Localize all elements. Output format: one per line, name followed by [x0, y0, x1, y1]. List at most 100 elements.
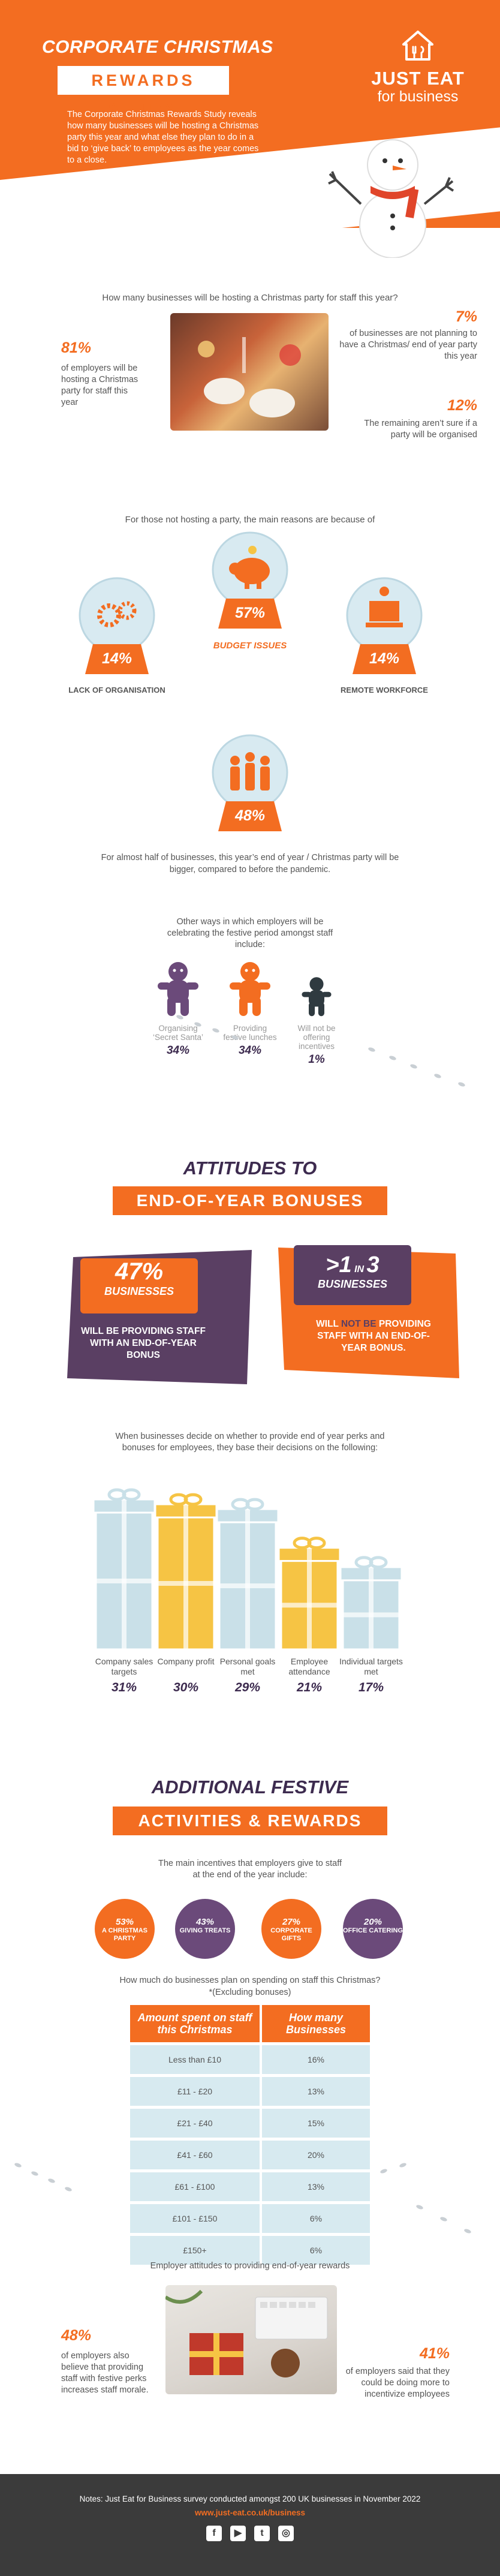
- incentive-pct-1: 53%: [115, 1917, 134, 1927]
- incentive-corporate-gifts: 27% CORPORATE GIFTS: [261, 1899, 321, 1959]
- reasons-question: For those not hosting a party, the main …: [125, 515, 375, 525]
- snowman-icon: [328, 139, 454, 258]
- bonus-right-card: [278, 1245, 459, 1378]
- reason-pct-2: 57%: [234, 605, 266, 621]
- table-header-row: Amount spent on staff this Christmas How…: [130, 2005, 370, 2042]
- footer-note: Notes: Just Eat for Business survey cond…: [79, 2494, 421, 2503]
- pct-cell: 20%: [262, 2141, 370, 2169]
- bonus-left-header: 47% BUSINESSES: [80, 1258, 198, 1298]
- bonus-right-will: WILL: [316, 1319, 339, 1329]
- gingerbread-orange-icon: [230, 962, 270, 1016]
- attitude-right-pct: 41%: [419, 2345, 450, 2362]
- bonuses-ribbon: END-OF-YEAR BONUSES: [113, 1186, 387, 1215]
- reason-label-3: REMOTE WORKFORCE: [341, 686, 428, 695]
- incentive-christmas-party: 53% A CHRISTMAS PARTY: [95, 1899, 155, 1959]
- footer-url[interactable]: www.just-eat.co.uk/business: [194, 2508, 306, 2517]
- pct-cell: 6%: [262, 2236, 370, 2265]
- party-right1-text: of businesses are not planning to have a…: [339, 329, 477, 361]
- facebook-icon[interactable]: f: [206, 2526, 222, 2541]
- twitter-icon[interactable]: t: [254, 2526, 270, 2541]
- bar-category-label: Individual targets met: [339, 1657, 403, 1676]
- gingerbread-purple-icon: [158, 962, 198, 1016]
- bar-value-label: 30%: [173, 1681, 199, 1694]
- gift-bar-1: [92, 1488, 156, 1651]
- bonus-right-text: WILL NOT BE PROVIDING STAFF WITH AN END-…: [311, 1318, 436, 1354]
- gingerbread-dark-icon: [302, 977, 332, 1017]
- way-label-1: Organising ‘Secret Santa’: [152, 1024, 204, 1042]
- party-right-stat-1: 7% of businesses are not planning to hav…: [339, 308, 477, 362]
- festive-ribbon: ACTIVITIES & REWARDS: [113, 1806, 387, 1835]
- attitude-left-stat: 48% of employers also believe that provi…: [61, 2327, 163, 2396]
- bonus-right-big: >1: [326, 1252, 352, 1278]
- chart-title: When businesses decide on whether to pro…: [115, 1432, 385, 1453]
- amount-cell: £21 - £40: [130, 2109, 262, 2138]
- way-label-2: Providing festive lunches: [223, 1024, 277, 1042]
- intro-text: The Corporate Christmas Rewards Study re…: [67, 110, 259, 165]
- table-row: £21 - £40 15%: [130, 2109, 370, 2138]
- attitude-right-stat: 41% of employers said that they could be…: [344, 2345, 450, 2400]
- attitude-left-pct: 48%: [61, 2327, 92, 2344]
- bonuses-title: ATTITUDES TO: [183, 1158, 317, 1179]
- globe-remote-workforce: 14%: [339, 573, 429, 681]
- spend-note: *(Excluding bonuses): [209, 1988, 291, 1997]
- incentive-label-3: CORPORATE GIFTS: [270, 1927, 312, 1942]
- party-question: How many businesses will be hosting a Ch…: [102, 293, 398, 303]
- instagram-icon[interactable]: ◎: [278, 2526, 294, 2541]
- globe-bigger-party: 48%: [205, 731, 295, 838]
- party-left-stat: 81% of employers will be hosting a Chris…: [61, 339, 163, 408]
- dinner-table-icon: [198, 337, 301, 417]
- pct-cell: 15%: [262, 2109, 370, 2138]
- footer: Notes: Just Eat for Business survey cond…: [0, 2474, 500, 2576]
- reason-label-2: BUDGET ISSUES: [213, 641, 287, 651]
- bar-category-label: Company sales targets: [95, 1657, 153, 1676]
- pct-cell: 6%: [262, 2204, 370, 2233]
- page-subtitle: REWARDS STUDY: [58, 66, 229, 118]
- bonus-right-in: IN: [354, 1264, 365, 1275]
- page-title: CORPORATE CHRISTMAS: [42, 37, 273, 57]
- desk-photo: [165, 2285, 337, 2394]
- amount-cell: £150+: [130, 2236, 262, 2265]
- bar-value-label: 21%: [296, 1681, 323, 1694]
- col-businesses-header: How many Businesses: [262, 2005, 370, 2042]
- table-row: £150+ 6%: [130, 2236, 370, 2265]
- incentive-label-2: GIVING TREATS: [179, 1927, 231, 1934]
- just-eat-logo[interactable]: JUST EAT for business: [361, 30, 475, 106]
- party-photo: [170, 313, 329, 431]
- incentive-pct-3: 27%: [282, 1917, 301, 1927]
- bar-value-label: 17%: [358, 1681, 384, 1694]
- way-label-3: Will not be offering incentives: [297, 1024, 336, 1051]
- way-pct-2: 34%: [238, 1044, 262, 1057]
- amount-cell: £101 - £150: [130, 2204, 262, 2233]
- pct-cell: 13%: [262, 2077, 370, 2106]
- way-pct-1: 34%: [166, 1044, 190, 1057]
- party-right2-text: The remaining aren’t sure if a party wil…: [364, 419, 477, 440]
- bonus-left-text: WILL BE PROVIDING STAFF WITH AN END-OF-Y…: [81, 1326, 206, 1360]
- attitude-right-text: of employers said that they could be doi…: [345, 2367, 450, 2399]
- youtube-icon[interactable]: ▶: [230, 2526, 246, 2541]
- amount-cell: £41 - £60: [130, 2141, 262, 2169]
- party-right-stat-2: 12% The remaining aren’t sure if a party…: [349, 397, 477, 441]
- bonus-right-sub: BUSINESSES: [317, 1278, 388, 1290]
- bar-value-label: 29%: [234, 1681, 261, 1694]
- bar-category-label: Personal goals met: [219, 1657, 276, 1676]
- ways-question: Other ways in which employers will be ce…: [167, 917, 333, 949]
- amount-cell: £61 - £100: [130, 2172, 262, 2201]
- bonus-left-sub: BUSINESSES: [104, 1285, 174, 1297]
- social-links: f ▶ t ◎: [0, 2526, 500, 2541]
- way-festive-lunches: Providing festive lunches 34%: [223, 960, 277, 1057]
- footprints-decoration-2: [14, 2163, 471, 2234]
- gears-globe-icon: [79, 577, 155, 674]
- bar-category-label: Company profit: [157, 1657, 215, 1666]
- party-right1-pct: 7%: [455, 308, 477, 325]
- spend-table: Amount spent on staff this Christmas How…: [130, 2002, 370, 2268]
- col-amount-header: Amount spent on staff this Christmas: [130, 2005, 262, 2042]
- festive-title: ADDITIONAL FESTIVE: [151, 1777, 349, 1798]
- bonus-right-num: 3: [366, 1252, 379, 1278]
- bonus-left-pct: 47%: [115, 1258, 164, 1285]
- reason-pct-1: 14%: [101, 650, 132, 667]
- remote-desk-globe-icon: [346, 577, 423, 674]
- festive-question: The main incentives that employers give …: [158, 1859, 342, 1880]
- perks-bar-chart: [92, 1488, 403, 1651]
- incentive-pct-2: 43%: [195, 1917, 215, 1927]
- incentive-label-4: OFFICE CATERING: [343, 1927, 403, 1934]
